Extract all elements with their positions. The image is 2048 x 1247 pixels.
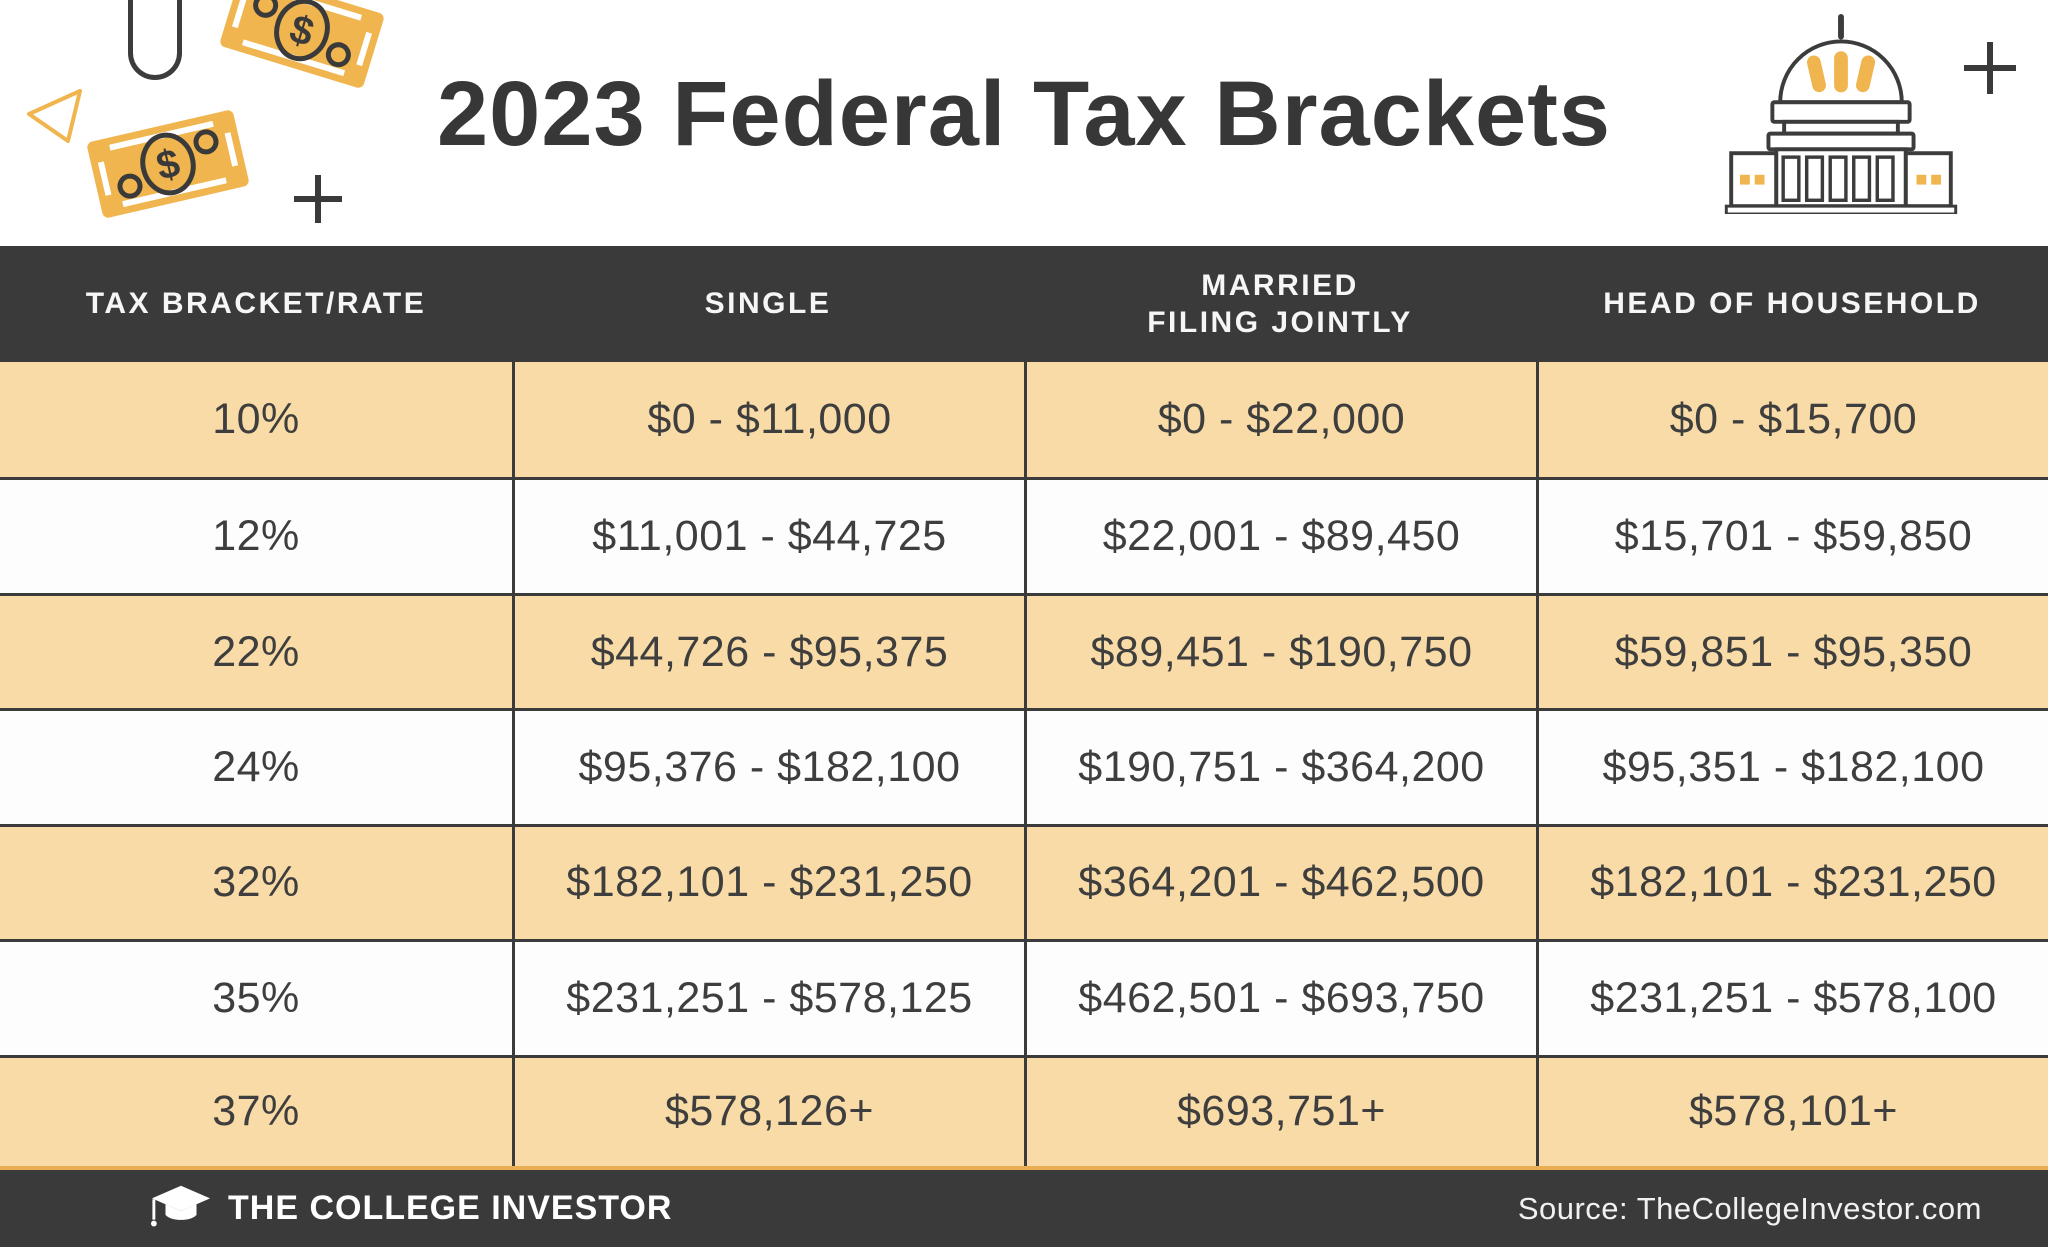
money-bill-icon: $: [87, 110, 249, 218]
hoh-range-cell: $231,251 - $578,100: [1536, 942, 2048, 1055]
married-range-cell: $462,501 - $693,750: [1024, 942, 1536, 1055]
title-area: $ $: [0, 0, 2048, 246]
single-range-cell: $182,101 - $231,250: [512, 826, 1024, 940]
single-range-cell: $578,126+: [512, 1057, 1024, 1166]
header-cell-head-of-household: HEAD OF HOUSEHOLD: [1603, 287, 1981, 321]
hoh-range-cell: $0 - $15,700: [1536, 362, 2048, 478]
table-row: 12% $11,001 - $44,725 $22,001 - $89,450 …: [0, 477, 2048, 593]
rate-cell: 32%: [212, 858, 300, 907]
capitol-building-icon: [1724, 14, 1958, 214]
married-range-cell: $693,751+: [1024, 1057, 1536, 1166]
hoh-range-cell: $95,351 - $182,100: [1536, 711, 2048, 824]
plus-icon: [294, 175, 342, 223]
table-row: 10% $0 - $11,000 $0 - $22,000 $0 - $15,7…: [0, 362, 2048, 478]
table-row: 24% $95,376 - $182,100 $190,751 - $364,2…: [0, 708, 2048, 824]
plus-icon: [1964, 42, 2016, 94]
rate-cell: 24%: [212, 742, 300, 791]
single-range-cell: $231,251 - $578,125: [512, 942, 1024, 1055]
header-cell-single: SINGLE: [704, 287, 832, 321]
brand-name: THE COLLEGE INVESTOR: [228, 1189, 673, 1227]
triangle-outline-icon: [27, 89, 82, 143]
married-range-cell: $89,451 - $190,750: [1024, 595, 1536, 709]
single-range-cell: $95,376 - $182,100: [512, 711, 1024, 824]
header-cell-married: MARRIED FILING JOINTLY: [1147, 268, 1413, 340]
table-row: 22% $44,726 - $95,375 $89,451 - $190,750…: [0, 592, 2048, 709]
single-range-cell: $44,726 - $95,375: [512, 595, 1024, 709]
hoh-range-cell: $59,851 - $95,350: [1536, 595, 2048, 709]
paperclip-icon: [128, 0, 182, 80]
table-header-row: TAX BRACKET/RATE SINGLE MARRIED FILING J…: [0, 246, 2048, 362]
table-row: 35% $231,251 - $578,125 $462,501 - $693,…: [0, 939, 2048, 1055]
married-range-cell: $22,001 - $89,450: [1024, 480, 1536, 593]
header-cell-tax-bracket: TAX BRACKET/RATE: [85, 287, 427, 321]
rate-cell: 22%: [212, 627, 300, 676]
money-bill-icon: $: [220, 0, 384, 88]
source-text: Source: TheCollegeInvestor.com: [1517, 1190, 1982, 1226]
rate-cell: 12%: [212, 512, 300, 561]
brand-logo: THE COLLEGE INVESTOR: [150, 1183, 672, 1235]
hoh-range-cell: $578,101+: [1536, 1057, 2048, 1166]
page-title: 2023 Federal Tax Brackets: [436, 63, 1611, 165]
table-row: 37% $578,126+ $693,751+ $578,101+: [0, 1054, 2048, 1170]
tax-bracket-table: 10% $0 - $11,000 $0 - $22,000 $0 - $15,7…: [0, 362, 2048, 1170]
table-row: 32% $182,101 - $231,250 $364,201 - $462,…: [0, 823, 2048, 940]
single-range-cell: $11,001 - $44,725: [512, 480, 1024, 593]
footer-bar: THE COLLEGE INVESTOR Source: TheCollegeI…: [0, 1170, 2048, 1247]
married-range-cell: $364,201 - $462,500: [1024, 826, 1536, 940]
hoh-range-cell: $182,101 - $231,250: [1536, 826, 2048, 940]
single-range-cell: $0 - $11,000: [512, 362, 1024, 478]
rate-cell: 37%: [212, 1087, 300, 1136]
graduation-cap-icon: [150, 1185, 211, 1226]
rate-cell: 10%: [212, 395, 300, 444]
rate-cell: 35%: [212, 973, 300, 1022]
hoh-range-cell: $15,701 - $59,850: [1536, 480, 2048, 593]
married-range-cell: $190,751 - $364,200: [1024, 711, 1536, 824]
married-range-cell: $0 - $22,000: [1024, 362, 1536, 478]
